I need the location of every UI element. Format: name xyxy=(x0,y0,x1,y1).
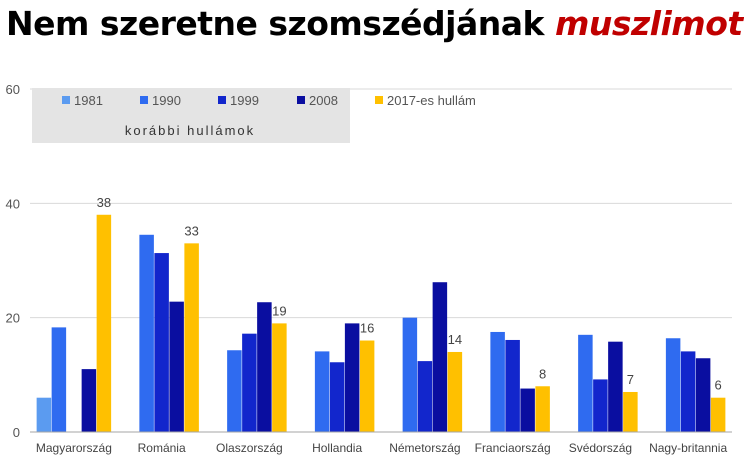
bar xyxy=(665,338,681,432)
bar xyxy=(96,214,112,432)
bar xyxy=(695,358,711,432)
x-tick-label: Németország xyxy=(389,441,460,455)
bar xyxy=(81,369,97,432)
bar xyxy=(51,327,67,432)
bar xyxy=(490,331,505,432)
bar xyxy=(535,386,550,432)
bar xyxy=(432,282,448,432)
bar xyxy=(169,301,184,432)
x-tick-label: Svédország xyxy=(569,441,632,455)
axes: 0 20 40 60 Magyarország Románia Olaszország Hol… xyxy=(6,82,732,455)
x-tick-label: Románia xyxy=(138,441,186,455)
y-tick-label: 20 xyxy=(6,311,20,326)
legend-swatch xyxy=(218,96,226,104)
bar xyxy=(184,243,199,432)
bar xyxy=(593,379,608,432)
data-label: 19 xyxy=(272,303,286,318)
bar xyxy=(227,350,242,432)
title-prefix: Nem szeretne szomszédjának xyxy=(6,4,544,43)
y-tick-label: 0 xyxy=(13,425,20,440)
bar xyxy=(402,317,418,432)
bar xyxy=(154,253,169,432)
x-tick-label: Franciaország xyxy=(475,441,551,455)
bar xyxy=(329,362,345,432)
bar xyxy=(344,323,360,432)
legend-swatch xyxy=(62,96,70,104)
x-tick-label: Nagy-britannia xyxy=(649,441,727,455)
title-highlight: muszlimot xyxy=(554,4,743,43)
data-label: 8 xyxy=(539,366,546,381)
bar xyxy=(417,361,433,432)
x-tick-label: Magyarország xyxy=(36,441,112,455)
legend-swatch xyxy=(375,96,383,104)
bar xyxy=(578,334,593,432)
legend: 1981 1990 1999 2008 2017-es hullám korábbi hu… xyxy=(32,88,476,143)
bar xyxy=(314,351,330,432)
legend-entry: 1990 xyxy=(152,93,181,108)
legend-entry: 2017-es hullám xyxy=(387,93,476,108)
y-tick-label: 40 xyxy=(6,196,20,211)
data-label: 7 xyxy=(627,372,634,387)
x-tick-label: Hollandia xyxy=(312,441,362,455)
bar xyxy=(447,351,463,432)
bar xyxy=(272,323,287,432)
legend-swatch xyxy=(297,96,305,104)
data-label: 16 xyxy=(360,321,374,336)
bars xyxy=(36,214,726,432)
legend-entry: 1981 xyxy=(74,93,103,108)
bar xyxy=(505,339,520,432)
data-label: 14 xyxy=(448,332,462,347)
x-tick-label: Olaszország xyxy=(216,441,283,455)
data-label: 6 xyxy=(715,378,722,393)
legend-entry: 1999 xyxy=(230,93,259,108)
bar xyxy=(359,340,375,432)
legend-entry: 2008 xyxy=(309,93,338,108)
chart-title: Nem szeretne szomszédjának muszlimot xyxy=(6,4,743,43)
bar xyxy=(242,333,257,432)
bar xyxy=(36,397,52,432)
bar xyxy=(139,234,154,432)
legend-swatch xyxy=(140,96,148,104)
bar xyxy=(710,397,726,432)
data-labels: 38 33 19 16 14 8 7 6 xyxy=(97,195,722,393)
bar xyxy=(623,391,638,432)
bar xyxy=(257,302,272,432)
bar xyxy=(680,351,696,432)
legend-note: korábbi hullámok xyxy=(125,123,255,138)
data-label: 38 xyxy=(97,195,111,210)
y-tick-label: 60 xyxy=(6,82,20,97)
bar xyxy=(520,388,535,432)
bar xyxy=(608,341,623,432)
data-label: 33 xyxy=(184,223,198,238)
